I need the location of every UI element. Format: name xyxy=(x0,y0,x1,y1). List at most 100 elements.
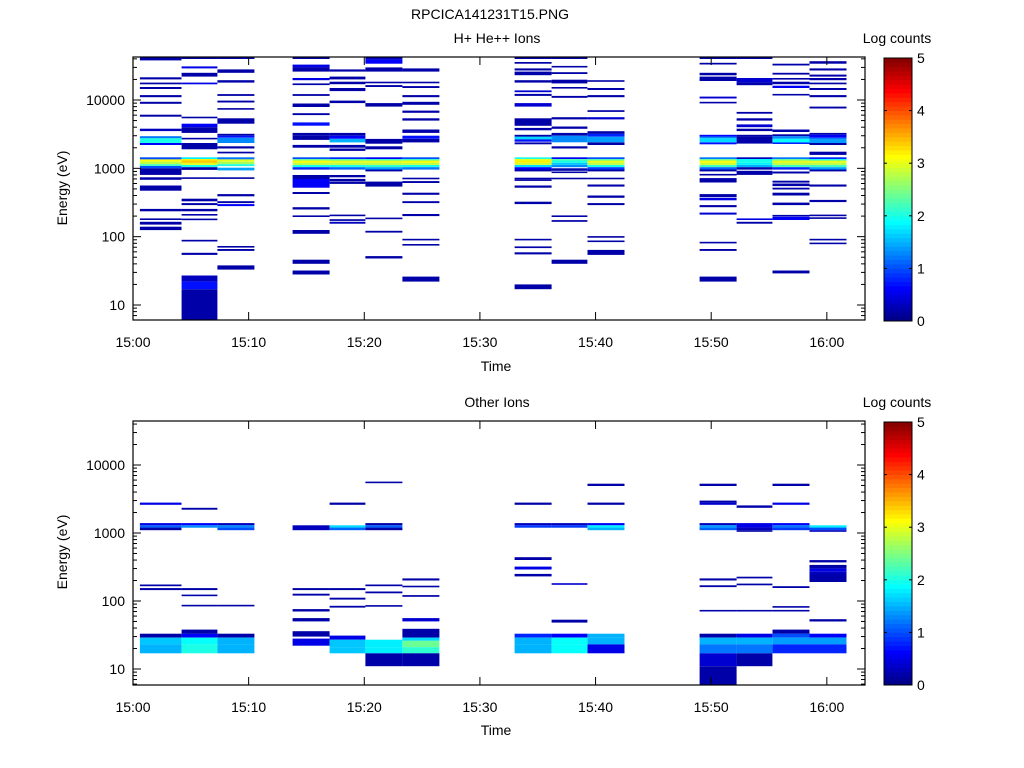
heatmap-cell xyxy=(587,117,625,120)
heatmap-cell xyxy=(551,160,588,163)
heatmap-cell xyxy=(514,136,552,140)
heatmap-cell xyxy=(514,633,552,638)
heatmap-cell xyxy=(402,68,440,72)
colorbar-swatch xyxy=(884,535,912,541)
colorbar-swatch xyxy=(884,671,912,677)
colorbar-swatch xyxy=(884,285,912,291)
colorbar-swatch xyxy=(884,268,912,274)
heatmap-cell xyxy=(809,68,847,71)
heatmap-cell xyxy=(699,653,737,667)
colorbar: 0 1 2 3 4 5 xyxy=(883,414,925,693)
heatmap-cell xyxy=(217,644,255,654)
panel-other-ions: Other Ions Log counts 15:00 15:10 15:20 15:… xyxy=(54,394,931,738)
heatmap-cell xyxy=(181,157,218,159)
x-tick-label: 15:50 xyxy=(694,699,729,715)
heatmap-cell xyxy=(736,57,773,59)
colorbar-tick-label: 0 xyxy=(917,313,925,329)
heatmap-cell xyxy=(587,162,625,165)
colorbar-swatch xyxy=(884,584,912,589)
heatmap-cell xyxy=(365,525,403,528)
heatmap-cell xyxy=(217,69,255,73)
colorbar-swatch xyxy=(884,614,912,620)
heatmap-cell xyxy=(365,527,403,531)
colorbar-swatch xyxy=(884,312,912,318)
heatmap-cell xyxy=(587,240,625,243)
x-tick-label: 16:00 xyxy=(809,334,844,350)
heatmap-cell xyxy=(699,101,737,104)
heatmap-cell xyxy=(772,134,810,137)
x-tick-label: 15:00 xyxy=(115,334,150,350)
heatmap-cell xyxy=(139,588,182,591)
heatmap-cell xyxy=(329,219,366,221)
heatmap-cell xyxy=(514,167,552,170)
heatmap-cell xyxy=(181,633,218,638)
heatmap-cell xyxy=(514,162,552,165)
colorbar-swatch xyxy=(884,128,912,133)
colorbar-swatch xyxy=(884,435,912,440)
heatmap-cell xyxy=(809,162,847,165)
colorbar-swatch xyxy=(884,114,912,120)
heatmap-cell xyxy=(402,110,440,113)
heatmap-cell xyxy=(217,118,255,124)
heatmap-cell xyxy=(587,203,625,206)
heatmap-cell xyxy=(365,85,403,87)
heatmap-cell xyxy=(587,88,625,90)
colorbar-swatch xyxy=(884,663,912,668)
colorbar-swatch xyxy=(884,544,912,550)
heatmap-cell xyxy=(772,502,810,505)
heatmap-cell xyxy=(809,74,847,77)
heatmap-cell xyxy=(699,578,737,581)
heatmap-cell xyxy=(329,165,366,168)
heatmap-cell xyxy=(772,216,810,220)
colorbar-swatch xyxy=(884,281,912,287)
heatmap-cell xyxy=(292,144,330,148)
heatmap-cell xyxy=(329,597,366,600)
heatmap-cell xyxy=(329,502,366,505)
colorbar-swatch xyxy=(884,215,912,221)
heatmap-cell xyxy=(217,161,255,165)
heatmap-cell xyxy=(365,181,403,187)
heatmap-cell xyxy=(699,134,737,137)
heatmap-cell xyxy=(772,78,810,80)
heatmap-cell xyxy=(292,132,330,136)
heatmap-cell xyxy=(292,57,330,59)
heatmap-cell xyxy=(139,161,182,165)
colorbar-swatch xyxy=(884,158,912,164)
heatmap-cell xyxy=(292,631,330,637)
colorbar-swatch xyxy=(884,171,912,177)
heatmap-cell xyxy=(809,132,847,135)
heatmap-cell xyxy=(329,221,366,224)
heatmap-cell xyxy=(809,199,847,203)
heatmap-cell xyxy=(699,160,737,163)
heatmap-cell xyxy=(365,59,403,64)
colorbar-swatch xyxy=(884,228,912,234)
colorbar-tick-label: 1 xyxy=(917,260,925,276)
heatmap-cell xyxy=(551,215,588,217)
heatmap-cell xyxy=(329,162,366,165)
colorbar-swatch xyxy=(884,566,912,572)
heatmap-cell xyxy=(402,181,440,183)
colorbar-swatch xyxy=(884,557,912,563)
heatmap-cell xyxy=(217,167,255,171)
colorbar-swatch xyxy=(884,101,912,107)
heatmap-cell xyxy=(699,136,737,139)
colorbar-swatch xyxy=(884,224,912,230)
heatmap-cell xyxy=(181,289,218,320)
colorbar-frame xyxy=(883,57,913,322)
heatmap-cell xyxy=(551,523,588,526)
colorbar-swatch xyxy=(884,592,912,598)
heatmap-cell xyxy=(181,57,218,59)
colorbar-swatch xyxy=(884,478,912,484)
heatmap-cell xyxy=(329,525,366,528)
heatmap-cell xyxy=(699,142,737,145)
heatmap-cell xyxy=(514,71,552,76)
colorbar-swatch xyxy=(884,597,912,603)
heatmap-cell xyxy=(329,182,366,184)
heatmap-cell xyxy=(699,169,737,172)
heatmap-cell xyxy=(217,523,255,526)
colorbar-tick-label: 5 xyxy=(917,414,925,430)
heatmap-cell xyxy=(772,202,810,206)
heatmap-cell xyxy=(551,171,588,174)
heatmap-cell xyxy=(514,169,552,172)
heatmap-cell xyxy=(772,171,810,174)
